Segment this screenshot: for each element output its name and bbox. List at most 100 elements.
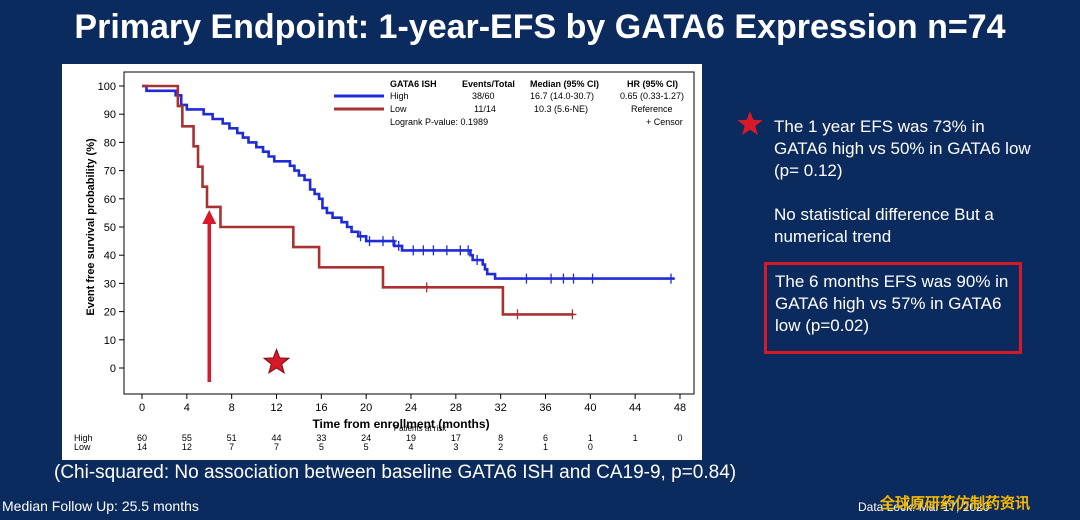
slide-title: Primary Endpoint: 1-year-EFS by GATA6 Ex… xyxy=(74,8,1006,46)
at-risk-count: 17 xyxy=(451,433,461,443)
x-tick-label: 20 xyxy=(360,402,372,414)
x-tick-label: 4 xyxy=(184,402,190,414)
y-axis-label: Event free survival probability (%) xyxy=(85,138,97,316)
star-bullet-icon xyxy=(737,111,763,135)
legend-low-hr: Reference xyxy=(631,104,673,114)
legend-low-label: Low xyxy=(390,104,407,114)
legend-low-events: 11/14 xyxy=(474,104,496,114)
y-tick-label: 20 xyxy=(104,307,116,319)
series-low-line xyxy=(142,84,574,316)
at-risk-count: 6 xyxy=(543,433,548,443)
censor-mark-high xyxy=(547,273,556,284)
at-risk-count: 51 xyxy=(227,433,237,443)
at-risk-count: 0 xyxy=(588,442,593,452)
legend-header-group: GATA6 ISH xyxy=(390,79,437,89)
censor-mark-high xyxy=(464,245,473,256)
at-risk-count: 0 xyxy=(677,433,682,443)
legend-high-median: 16.7 (14.0-30.7) xyxy=(530,91,594,101)
at-risk-label-high: High xyxy=(74,433,93,443)
x-tick-label: 32 xyxy=(495,402,507,414)
legend-header-events: Events/Total xyxy=(462,79,515,89)
at-risk-count: 24 xyxy=(361,433,371,443)
legend-header-median: Median (95% CI) xyxy=(530,79,599,89)
x-tick-label: 36 xyxy=(539,402,551,414)
x-tick-label: 48 xyxy=(674,402,686,414)
censor-mark-high xyxy=(389,236,398,247)
censor-mark-high xyxy=(569,273,578,284)
plot-frame xyxy=(123,71,695,395)
note-numerical-trend: No statistical difference But a numerica… xyxy=(774,205,994,246)
censor-mark-high xyxy=(473,254,482,265)
at-risk-count: 8 xyxy=(498,433,503,443)
y-tick-label: 0 xyxy=(110,363,116,375)
chi-squared-note: (Chi-squared: No association between bas… xyxy=(54,462,737,483)
censor-mark-high xyxy=(456,245,465,256)
censor-mark-high xyxy=(378,236,387,247)
legend-low-median: 10.3 (5.6-NE) xyxy=(534,104,588,114)
note-six-month-efs: The 6 months EFS was 90% in GATA6 high v… xyxy=(775,272,1009,335)
y-tick-label: 40 xyxy=(104,250,116,262)
censor-mark-high xyxy=(522,273,531,284)
y-tick-label: 30 xyxy=(104,278,116,290)
censor-mark-low xyxy=(513,309,522,320)
median-followup: Median Follow Up: 25.5 months xyxy=(2,498,199,514)
censor-mark-high xyxy=(588,273,597,284)
legend-censor: + Censor xyxy=(646,117,683,127)
y-tick-label: 70 xyxy=(104,166,116,178)
series-high-line xyxy=(142,84,675,280)
at-risk-count: 2 xyxy=(498,442,503,452)
censor-mark-high xyxy=(667,273,676,284)
censor-mark-high xyxy=(356,231,365,242)
legend-high-hr: 0.65 (0.33-1.27) xyxy=(620,91,684,101)
censor-mark-high xyxy=(365,236,374,247)
x-tick-label: 40 xyxy=(584,402,596,414)
censor-mark-low xyxy=(422,282,431,293)
x-tick-label: 0 xyxy=(139,402,145,414)
censor-mark-high xyxy=(419,245,428,256)
at-risk-count: 7 xyxy=(274,442,279,452)
at-risk-count: 33 xyxy=(316,433,326,443)
x-tick-label: 28 xyxy=(450,402,462,414)
watermark-logo: 全球原研药仿制药资讯 xyxy=(880,495,1031,512)
at-risk-count: 5 xyxy=(319,442,324,452)
x-tick-label: 16 xyxy=(315,402,327,414)
at-risk-count: 44 xyxy=(271,433,281,443)
at-risk-count: 60 xyxy=(137,433,147,443)
censor-mark-high xyxy=(429,245,438,256)
star-twelve-months xyxy=(262,347,291,375)
censor-mark-high xyxy=(394,240,403,251)
censor-mark-high xyxy=(409,245,418,256)
censor-mark-high xyxy=(559,273,568,284)
data-lock-date: Data Lock: Mar 17, 2020 xyxy=(858,500,990,514)
at-risk-title: Patients at risk xyxy=(394,424,447,433)
censor-mark-high xyxy=(442,245,451,256)
legend-high-label: High xyxy=(390,91,409,101)
x-axis-label: Time from enrollment (months) xyxy=(312,417,489,431)
at-risk-count: 1 xyxy=(633,433,638,443)
legend-header-hr: HR (95% CI) xyxy=(627,79,678,89)
legend-high-events: 38/60 xyxy=(472,91,495,101)
y-tick-label: 60 xyxy=(104,194,116,206)
at-risk-count: 19 xyxy=(406,433,416,443)
censor-mark-low xyxy=(568,309,577,320)
at-risk-count: 1 xyxy=(588,433,593,443)
x-tick-label: 44 xyxy=(629,402,641,414)
y-tick-label: 90 xyxy=(104,109,116,121)
arrow-six-months-head xyxy=(202,210,217,224)
at-risk-count: 7 xyxy=(229,442,234,452)
chart-legend: GATA6 ISH Events/Total Median (95% CI) H… xyxy=(334,79,684,127)
at-risk-count: 3 xyxy=(453,442,458,452)
y-tick-label: 80 xyxy=(104,137,116,149)
y-tick-label: 50 xyxy=(104,222,116,234)
y-tick-label: 100 xyxy=(98,81,116,93)
at-risk-count: 4 xyxy=(408,442,413,452)
x-tick-label: 12 xyxy=(270,402,282,414)
at-risk-count: 1 xyxy=(543,442,548,452)
km-chart-panel: 0 10 20 30 40 50 60 70 80 90 100 0 4 8 12 16 20 24 28 32 36 4… xyxy=(62,64,702,460)
note-one-year-efs: The 1 year EFS was 73% in GATA6 high vs … xyxy=(774,117,1031,180)
legend-logrank: Logrank P-value: 0.1989 xyxy=(390,117,488,127)
x-tick-label: 8 xyxy=(229,402,235,414)
at-risk-label-low: Low xyxy=(74,442,91,452)
